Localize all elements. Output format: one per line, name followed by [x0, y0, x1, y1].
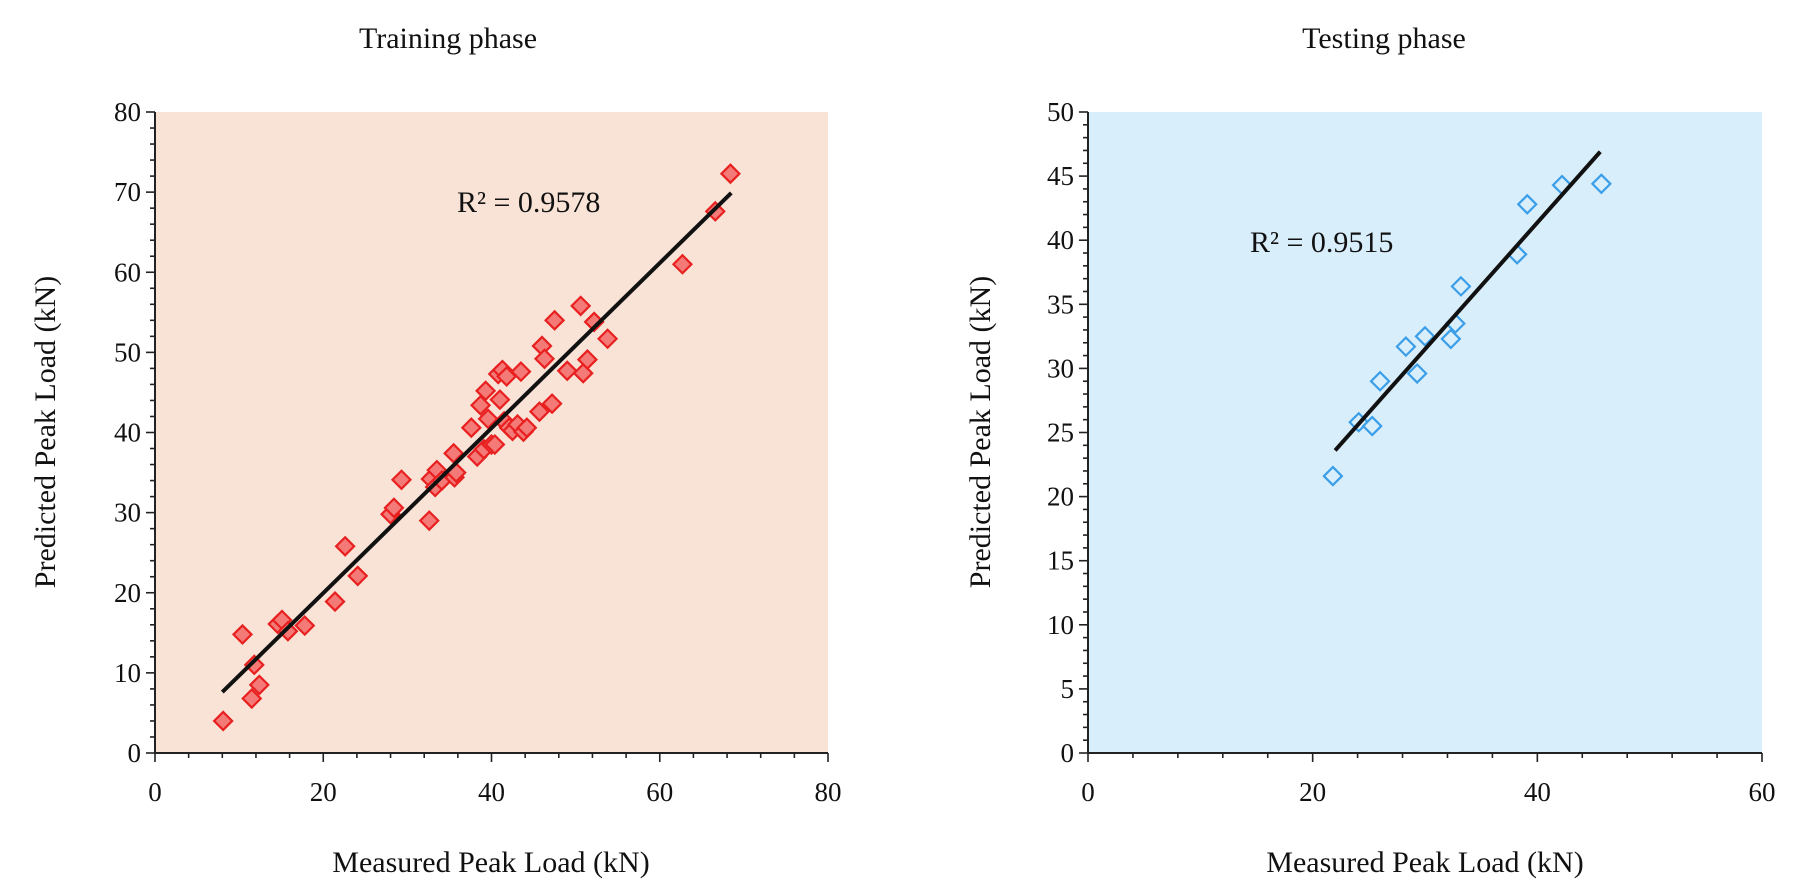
- training-y-tick-label: 20: [114, 578, 141, 608]
- testing-title: Testing phase: [1302, 22, 1466, 55]
- training-data-point: [556, 360, 578, 382]
- training-points: [212, 163, 741, 732]
- testing-x-tick-label: 0: [1081, 777, 1095, 807]
- training-data-point: [277, 620, 299, 642]
- testing-y-tick-label: 45: [1047, 161, 1074, 191]
- training-data-point: [671, 253, 694, 275]
- training-data-point: [570, 295, 592, 317]
- training-data-point: [243, 654, 265, 676]
- training-data-point: [544, 309, 566, 331]
- testing-y-tick-label: 5: [1061, 674, 1075, 704]
- training-data-point: [231, 623, 254, 645]
- training-y-tick-label: 80: [114, 97, 141, 127]
- training-data-point: [383, 497, 405, 519]
- training-x-tick-label: 0: [148, 777, 162, 807]
- training-x-tick-label: 60: [646, 777, 673, 807]
- training-data-point: [334, 535, 356, 557]
- training-data-point: [541, 393, 563, 415]
- training-data-point: [418, 510, 440, 532]
- training-title: Training phase: [359, 22, 537, 55]
- training-x-tick-label: 20: [310, 777, 337, 807]
- training-data-point: [576, 349, 598, 371]
- testing-data-point: [1414, 325, 1436, 347]
- training-data-point: [528, 401, 551, 423]
- training-data-point: [516, 417, 538, 439]
- testing-data-point: [1395, 336, 1417, 358]
- training-x-axis-label: Measured Peak Load (kN): [332, 846, 649, 879]
- training-y-tick-label: 50: [114, 337, 141, 367]
- testing-trendline: [1333, 150, 1602, 452]
- testing-r2-label: R² = 0.9515: [1250, 226, 1393, 259]
- training-data-point: [248, 674, 270, 696]
- training-data-point: [212, 710, 234, 732]
- testing-y-tick-label: 10: [1047, 610, 1074, 640]
- training-x-tick-label: 80: [815, 777, 842, 807]
- training-data-point: [390, 469, 413, 491]
- training-data-point: [460, 417, 482, 439]
- training-data-point: [719, 163, 741, 185]
- testing-data-point: [1406, 362, 1428, 385]
- training-y-tick-label: 40: [114, 418, 141, 448]
- testing-data-point: [1590, 173, 1612, 195]
- training-x-ticks: 0 20 40 60 80: [148, 753, 842, 807]
- training-data-point: [477, 408, 499, 430]
- testing-y-axis-label: Predicted Peak Load (kN): [964, 276, 997, 588]
- training-y-tick-label: 60: [114, 257, 141, 287]
- testing-data-point: [1369, 370, 1391, 392]
- testing-data-point: [1450, 275, 1472, 297]
- training-data-point: [533, 348, 556, 370]
- testing-y-tick-label: 30: [1047, 353, 1074, 383]
- training-y-ticks: 0 10 20 30 40 50 60 70 80: [114, 97, 155, 768]
- training-chart: Training phase 0 10 20 30 40 50 60 70 80 0 20 40 60…: [29, 22, 842, 879]
- testing-data-point: [1440, 328, 1462, 350]
- training-y-tick-label: 0: [128, 738, 142, 768]
- training-data-point: [241, 687, 263, 710]
- training-r2-label: R² = 0.9578: [457, 186, 600, 219]
- training-data-point: [489, 389, 511, 411]
- training-x-tick-label: 40: [478, 777, 505, 807]
- training-data-point: [443, 442, 465, 464]
- testing-x-axis-label: Measured Peak Load (kN): [1266, 846, 1583, 879]
- testing-y-tick-label: 40: [1047, 225, 1074, 255]
- training-data-point: [347, 565, 369, 587]
- testing-chart: Testing phase 0 5 10 15 20 25 30 35 40 45 50 0 20 40…: [964, 22, 1776, 879]
- testing-y-tick-label: 20: [1047, 482, 1074, 512]
- training-y-tick-label: 30: [114, 498, 141, 528]
- training-data-point: [510, 361, 532, 383]
- testing-plot-area: [1088, 112, 1762, 753]
- testing-y-tick-label: 35: [1047, 289, 1074, 319]
- training-y-axis-label: Predicted Peak Load (kN): [29, 276, 62, 588]
- training-y-tick-label: 70: [114, 177, 141, 207]
- training-y-tick-label: 10: [114, 658, 141, 688]
- testing-y-tick-label: 15: [1047, 546, 1074, 576]
- testing-data-point: [1516, 193, 1538, 215]
- training-data-point: [324, 591, 346, 613]
- training-data-point: [597, 328, 619, 350]
- training-data-point: [475, 380, 497, 402]
- testing-data-point: [1322, 465, 1344, 487]
- testing-y-tick-label: 25: [1047, 418, 1074, 448]
- training-data-point: [294, 615, 316, 637]
- testing-y-ticks: 0 5 10 15 20 25 30 35 40 45 50: [1047, 97, 1088, 768]
- testing-data-point: [1361, 415, 1383, 437]
- testing-x-tick-label: 60: [1749, 777, 1776, 807]
- testing-x-tick-label: 40: [1524, 777, 1551, 807]
- testing-y-tick-label: 50: [1047, 97, 1074, 127]
- training-trendline: [220, 191, 733, 694]
- testing-x-ticks: 0 20 40 60: [1081, 753, 1776, 807]
- testing-x-tick-label: 20: [1299, 777, 1326, 807]
- testing-y-tick-label: 0: [1061, 738, 1075, 768]
- training-data-point: [484, 433, 506, 456]
